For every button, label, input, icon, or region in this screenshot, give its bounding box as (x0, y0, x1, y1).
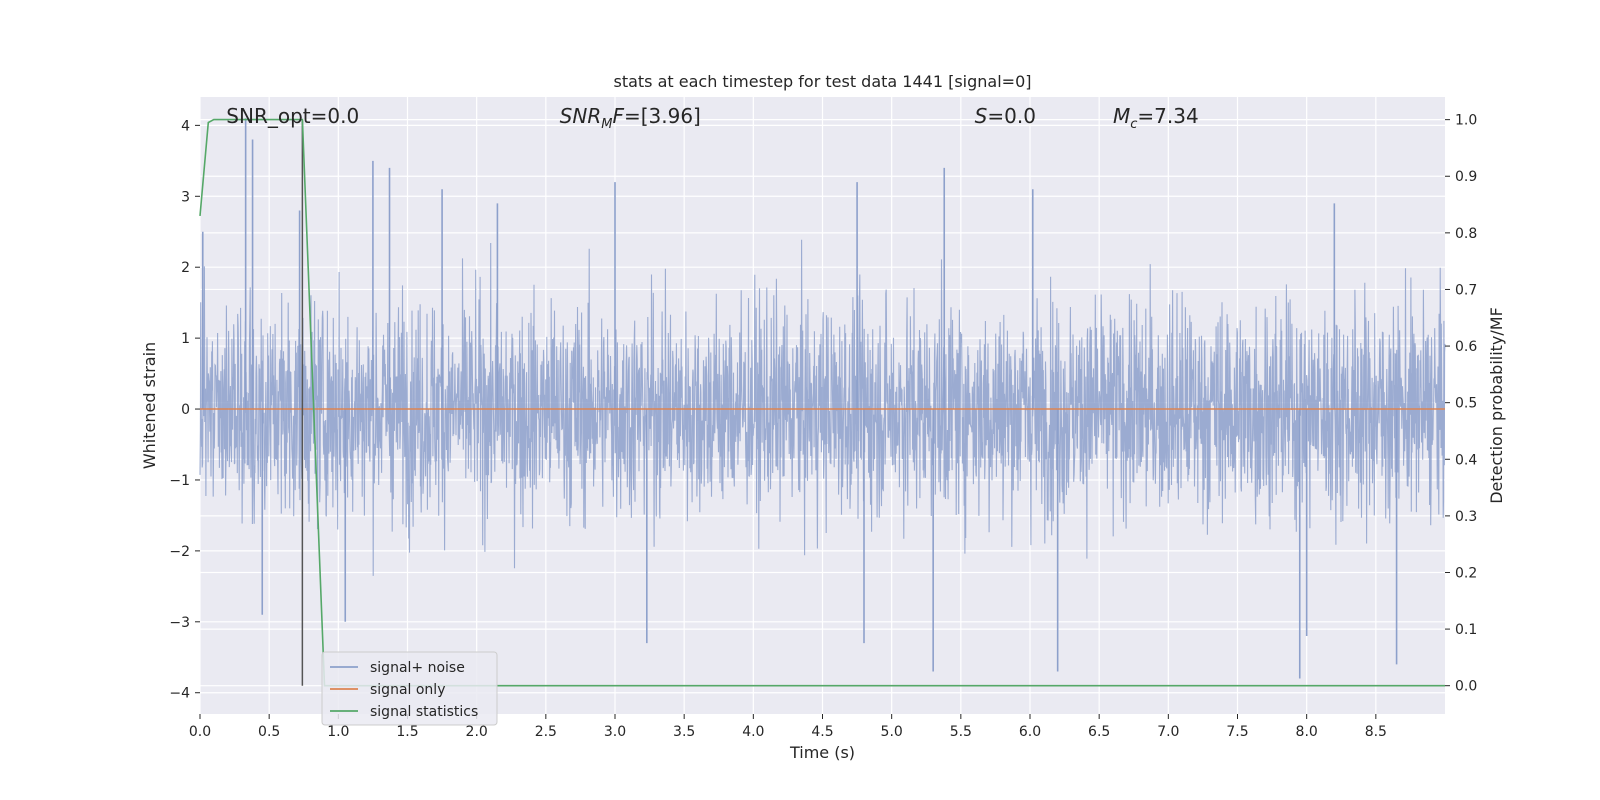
x-tick-label: 8.0 (1296, 724, 1318, 740)
x-tick-label: 8.5 (1365, 724, 1387, 740)
x-tick-label: 7.5 (1226, 724, 1248, 740)
x-tick-label: 3.5 (673, 724, 695, 740)
x-tick-label: 5.0 (881, 724, 903, 740)
x-tick-label: 2.0 (466, 724, 488, 740)
signal-noise-line (199, 239, 1446, 576)
y-right-tick-label: 0.3 (1455, 509, 1477, 525)
y-axis-label: Whitened strain (140, 342, 159, 469)
y-right-tick-label: 0.2 (1455, 565, 1477, 581)
y-tick-label: 2 (181, 260, 190, 276)
y-right-tick-label: 0.8 (1455, 226, 1477, 242)
y-right-tick-label: 0.1 (1455, 622, 1477, 638)
series-signal-noise (199, 118, 1446, 679)
y-tick-label: −3 (169, 615, 190, 631)
x-tick-label: 2.5 (535, 724, 557, 740)
y-tick-label: 4 (181, 118, 190, 134)
legend-label: signal only (370, 682, 445, 698)
y-tick-label: −4 (169, 686, 190, 702)
legend-box (321, 651, 498, 726)
legend: signal+ noise signal only signal statistic… (321, 651, 498, 726)
legend-label: signal+ noise (370, 660, 465, 676)
x-tick-label: 7.0 (1157, 724, 1179, 740)
x-tick-label: 6.0 (1019, 724, 1041, 740)
annotation-snr-opt: SNR_opt=0.0 (226, 104, 359, 128)
annotation-mc: Mc=7.34 (1113, 104, 1199, 132)
y-right-tick-label: 0.5 (1455, 396, 1477, 412)
x-axis-label: Time (s) (789, 743, 855, 762)
y-tick-label: 0 (181, 402, 190, 418)
x-tick-label: 5.5 (950, 724, 972, 740)
y-right-tick-label: 0.6 (1455, 339, 1477, 355)
y-right-tick-label: 0.9 (1455, 169, 1477, 185)
x-tick-label: 1.0 (327, 724, 349, 740)
y-right-tick-label: 0.0 (1455, 679, 1477, 695)
x-tick-label: 3.0 (604, 724, 626, 740)
y-tick-label: −2 (169, 544, 190, 560)
y-tick-label: −1 (169, 473, 190, 489)
legend-label: signal statistics (370, 704, 478, 720)
chart-title: stats at each timestep for test data 144… (613, 72, 1031, 91)
y-right-axis-label: Detection probability/MF (1487, 307, 1506, 504)
y-tick-label: 1 (181, 331, 190, 347)
y-right-tick-label: 0.4 (1455, 452, 1477, 468)
annotation-s: S=0.0 (975, 104, 1036, 128)
annotation-snr-mf: SNRMF=[3.96] (560, 104, 701, 132)
annotations: SNR_opt=0.0 SNRMF=[3.96] S=0.0 Mc=7.34 (226, 104, 1198, 132)
x-tick-label: 4.0 (742, 724, 764, 740)
x-tick-label: 1.5 (396, 724, 418, 740)
x-tick-label: 4.5 (811, 724, 833, 740)
x-tick-label: 0.5 (258, 724, 280, 740)
y-tick-label: 3 (181, 189, 190, 205)
y-right-tick-label: 1.0 (1455, 113, 1477, 129)
x-tick-label: 6.5 (1088, 724, 1110, 740)
x-tick-label: 0.0 (189, 724, 211, 740)
y-right-tick-label: 0.7 (1455, 282, 1477, 298)
axes: stats at each timestep for test data 144… (140, 72, 1506, 762)
